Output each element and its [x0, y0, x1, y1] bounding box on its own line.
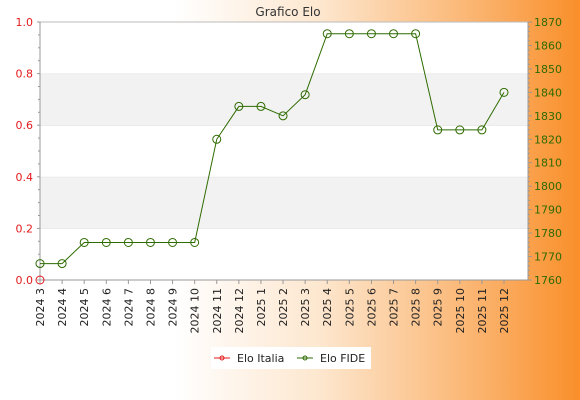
data-point-elo-fide	[190, 237, 200, 247]
x-tick-label: 2024 6	[100, 288, 113, 327]
data-point-elo-fide	[499, 87, 509, 97]
right-tick-label: 1790	[534, 204, 562, 217]
data-point-elo-fide	[35, 259, 45, 269]
legend: Elo Italia Elo FIDE	[211, 347, 371, 369]
x-tick-label: 2024 5	[78, 288, 91, 327]
data-point-elo-fide	[455, 125, 465, 135]
right-tick-label: 1870	[534, 16, 562, 29]
x-tick-label: 2024 9	[167, 288, 180, 327]
data-point-elo-fide	[256, 101, 266, 111]
legend-item-elo-fide: Elo FIDE	[297, 352, 365, 365]
data-point-elo-fide	[322, 29, 332, 39]
x-tick-label: 2025 8	[410, 288, 423, 327]
x-tick-label: 2024 10	[189, 288, 202, 334]
x-tick-label: 2024 3	[34, 288, 47, 327]
left-tick-label: 0.0	[16, 274, 34, 287]
data-point-elo-fide	[57, 259, 67, 269]
right-tick-label: 1850	[534, 63, 562, 76]
right-tick-label: 1800	[534, 180, 562, 193]
x-tick-label: 2025 2	[277, 288, 290, 327]
data-point-elo-fide	[101, 237, 111, 247]
legend-label-elo-italia: Elo Italia	[237, 352, 284, 365]
x-tick-label: 2025 6	[365, 288, 378, 327]
x-tick-label: 2024 12	[233, 288, 246, 334]
grid-band	[40, 228, 528, 280]
right-tick-label: 1820	[534, 133, 562, 146]
data-point-elo-fide	[145, 237, 155, 247]
right-tick-label: 1840	[534, 86, 562, 99]
x-tick-label: 2024 7	[122, 288, 135, 327]
data-point-elo-italia	[35, 275, 45, 285]
left-tick-label: 0.6	[16, 119, 34, 132]
legend-label-elo-fide: Elo FIDE	[320, 352, 365, 365]
grid-band	[40, 125, 528, 177]
grid-band	[40, 176, 528, 229]
grid-bands	[40, 21, 528, 280]
data-point-elo-fide	[433, 125, 443, 135]
data-point-elo-fide	[123, 237, 133, 247]
chart-title: Grafico Elo	[255, 5, 320, 19]
series-layer	[35, 29, 509, 285]
x-axis: 2024 3 2024 4 2024 5 2024 6 2024 7 2024 8 2024…	[34, 279, 528, 334]
right-tick-label: 1770	[534, 251, 562, 264]
data-point-elo-fide	[212, 134, 222, 144]
x-tick-label: 2024 4	[56, 288, 69, 327]
x-tick-label: 2024 8	[144, 288, 157, 327]
data-point-elo-fide	[234, 101, 244, 111]
left-tick-label: 0.8	[16, 68, 34, 81]
data-point-elo-fide	[278, 111, 288, 121]
right-tick-label: 1830	[534, 110, 562, 123]
x-tick-label: 2025 1	[255, 288, 268, 327]
x-tick-label: 2024 11	[211, 288, 224, 334]
x-tick-label: 2025 7	[388, 288, 401, 327]
data-point-elo-fide	[366, 29, 376, 39]
legend-marker-elo-fide	[302, 355, 308, 361]
legend-item-elo-italia: Elo Italia	[214, 352, 284, 365]
right-tick-label: 1860	[534, 39, 562, 52]
right-tick-label: 1760	[534, 274, 562, 287]
left-tick-label: 1.0	[16, 16, 34, 29]
x-tick-label: 2025 4	[321, 288, 334, 327]
left-tick-label: 0.2	[16, 222, 34, 235]
right-tick-label: 1780	[534, 227, 562, 240]
x-tick-label: 2025 11	[476, 288, 489, 334]
x-tick-label: 2025 5	[343, 288, 356, 327]
data-point-elo-fide	[389, 29, 399, 39]
data-point-elo-fide	[477, 125, 487, 135]
grid-band	[40, 73, 528, 126]
data-point-elo-fide	[300, 90, 310, 100]
right-tick-label: 1810	[534, 157, 562, 170]
right-axis: 1760 1770 1780 1790 1800 1810 1820 1830 1840 1850…	[527, 16, 562, 287]
x-tick-label: 2025 10	[454, 288, 467, 334]
x-tick-label: 2025 9	[432, 288, 445, 327]
data-point-elo-fide	[344, 29, 354, 39]
series-line-elo-fide	[40, 33, 505, 265]
left-tick-label: 0.4	[16, 171, 34, 184]
data-point-elo-fide	[168, 237, 178, 247]
grid-band	[40, 22, 528, 74]
data-point-elo-fide	[79, 237, 89, 247]
x-tick-label: 2025 12	[498, 288, 511, 334]
left-axis: 0.0 0.2 0.4 0.6 0.8 1.0	[16, 16, 41, 287]
x-tick-label: 2025 3	[299, 288, 312, 327]
legend-box	[211, 347, 371, 369]
data-point-elo-fide	[411, 29, 421, 39]
legend-marker-elo-italia	[219, 355, 225, 361]
